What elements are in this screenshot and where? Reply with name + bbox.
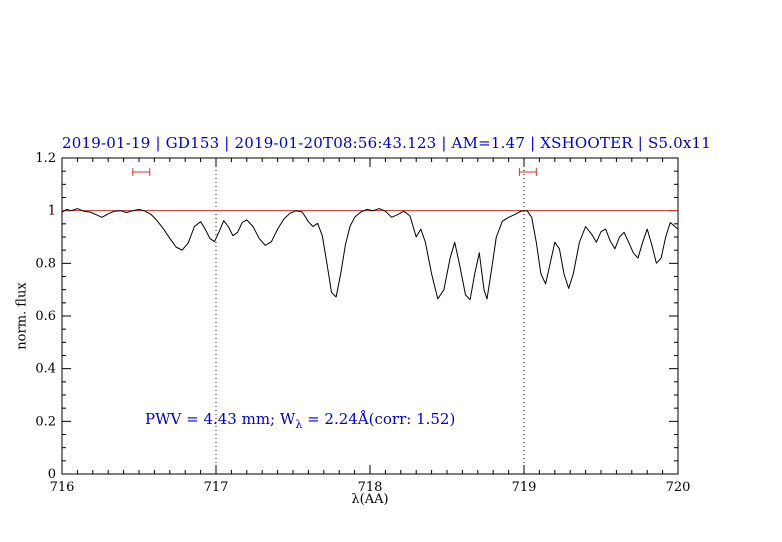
annotation-lambda-subscript: λ xyxy=(295,418,303,431)
y-tick-label: 1 xyxy=(48,204,56,219)
y-tick-label: 0.8 xyxy=(35,256,56,271)
y-tick-label: 0.6 xyxy=(35,309,56,324)
y-tick-label: 0.2 xyxy=(35,414,56,429)
annotation-suffix: = 2.24Å(corr: 1.52) xyxy=(302,410,456,428)
annotation-prefix: PWV = 4.43 mm; W xyxy=(145,410,296,428)
x-tick-label: 719 xyxy=(512,480,537,495)
x-tick-label: 716 xyxy=(50,480,75,495)
y-tick-label: 0.4 xyxy=(35,362,56,377)
x-axis-label: λ(AA) xyxy=(351,492,389,507)
x-tick-label: 717 xyxy=(204,480,229,495)
y-tick-label: 1.2 xyxy=(35,151,56,166)
spectrum-line xyxy=(61,208,679,301)
x-tick-label: 718 xyxy=(358,480,383,495)
y-tick-label: 0 xyxy=(48,467,56,482)
x-tick-label: 720 xyxy=(666,480,691,495)
pwv-annotation: PWV = 4.43 mm; Wλ = 2.24Å(corr: 1.52) xyxy=(145,410,455,431)
plot-title: 2019-01-19 | GD153 | 2019-01-20T08:56:43… xyxy=(62,134,712,152)
